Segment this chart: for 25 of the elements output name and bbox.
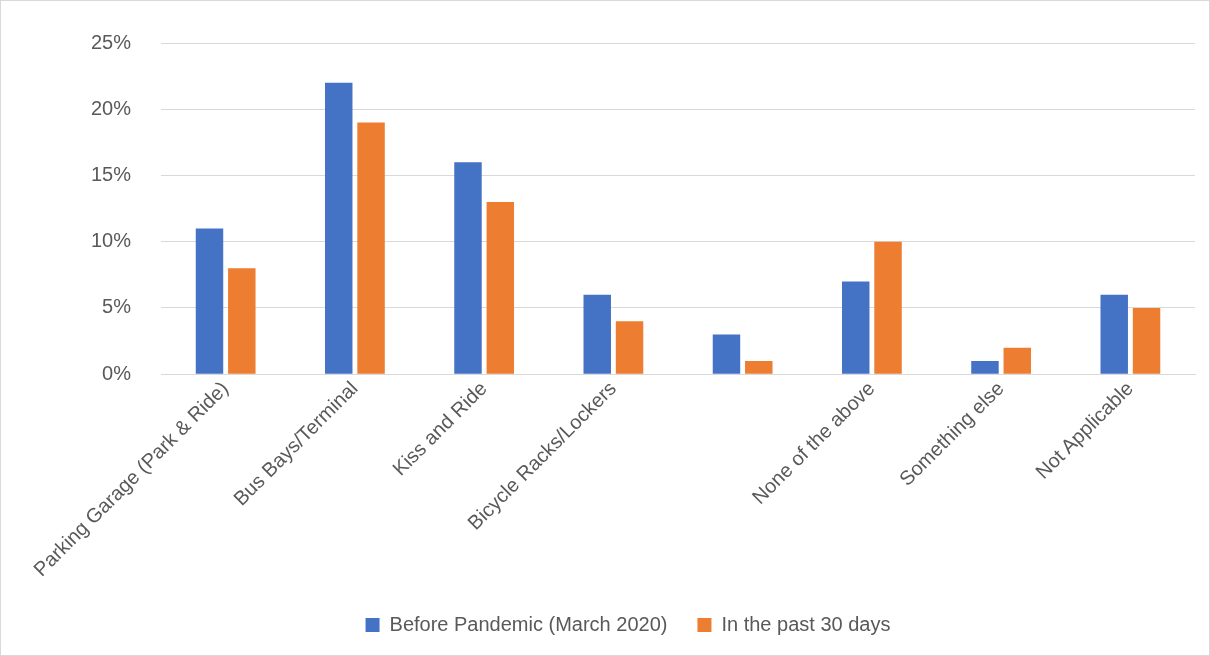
legend-label: Before Pandemic (March 2020) [389,612,668,635]
y-tick-label: 5% [102,295,132,318]
bar [486,201,515,374]
bar [874,241,902,374]
legend-label: In the past 30 days [721,612,891,635]
bar [1003,347,1032,374]
bar [357,122,385,374]
bar [583,294,611,374]
y-tick-label: 10% [91,229,132,252]
bar [1100,294,1128,374]
bar [325,82,353,374]
bar [712,334,741,374]
bar [454,162,482,374]
y-tick-label: 0% [102,361,132,384]
bar [615,321,644,374]
y-tick-label: 25% [91,30,132,53]
bar [745,360,773,374]
bar [195,228,224,374]
x-tick-label: Kiss and Ride [388,376,491,480]
bar [842,281,870,374]
bar [228,268,256,374]
y-tick-label: 20% [91,96,132,119]
bar [1132,307,1161,374]
bar [971,360,999,374]
y-tick-label: 15% [91,162,132,185]
